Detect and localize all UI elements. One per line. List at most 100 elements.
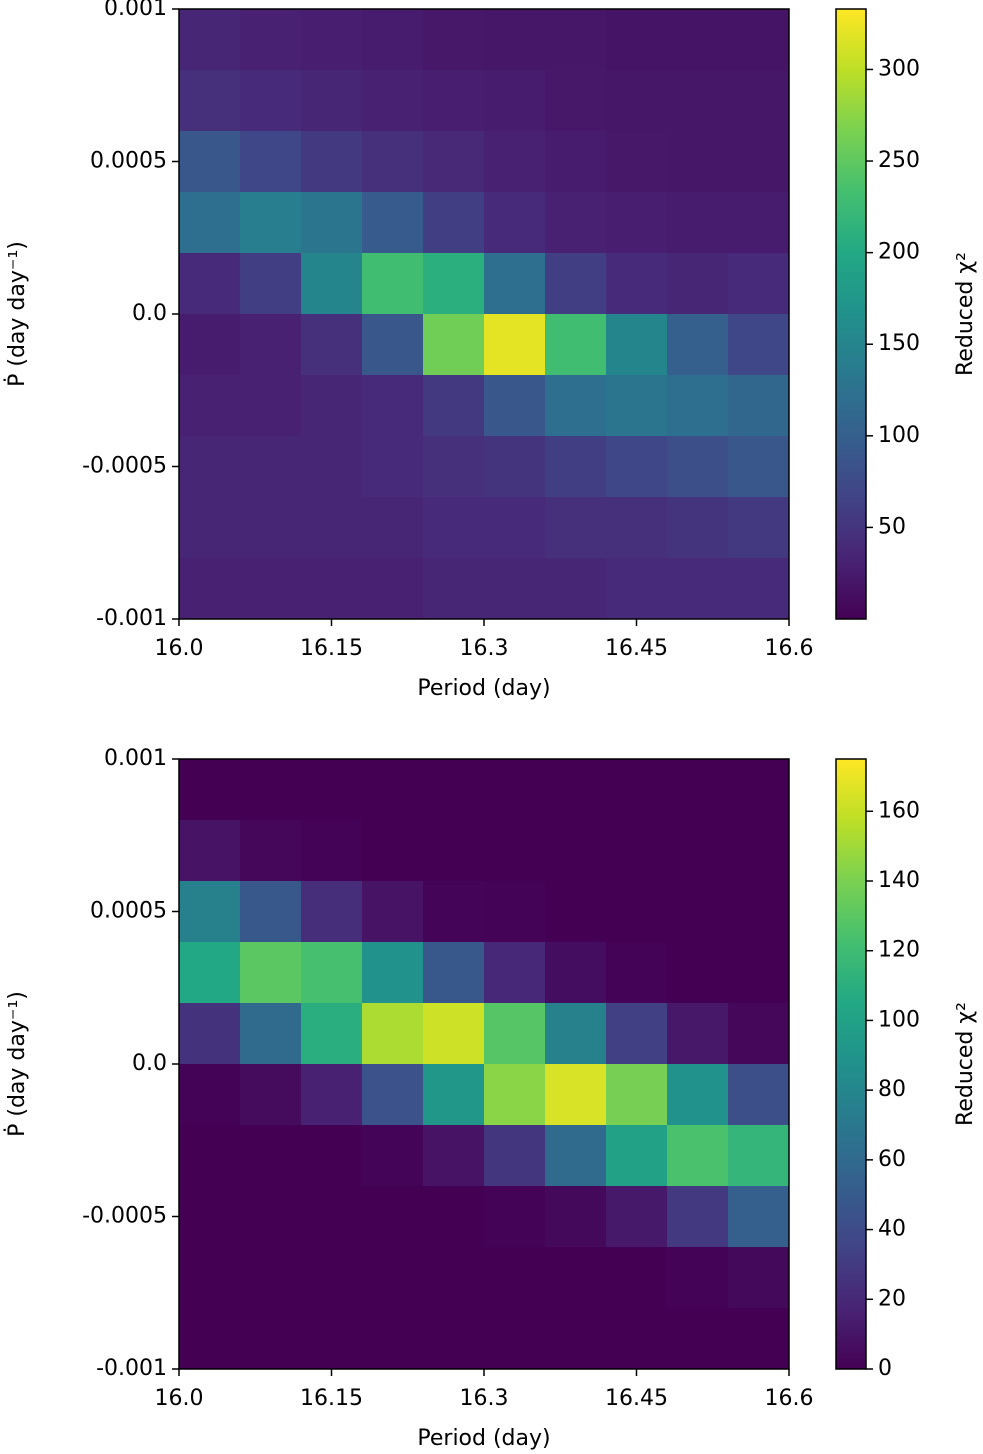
colorbar-tick-label: 0 [878,1356,892,1381]
heatmap-cell [301,253,363,315]
heatmap-cell [240,375,302,437]
heatmap-cell [484,497,546,559]
x-tick-label: 16.0 [155,1386,204,1411]
heatmap-cell [728,314,790,376]
heatmap-cell [545,9,607,71]
heatmap-cell [667,9,729,71]
heatmap-cell [362,820,424,882]
heatmap-cell [423,1247,485,1309]
heatmap-cell [423,1064,485,1126]
heatmap-cell [179,1064,241,1126]
x-tick-label: 16.15 [300,636,363,661]
heatmap-cell [240,1125,302,1187]
heatmap-cell [240,1064,302,1126]
heatmap-cell [484,1064,546,1126]
heatmap-cell [667,497,729,559]
y-tick-label: -0.0005 [82,454,167,479]
heatmap-cell [545,314,607,376]
y-axis-label: Ṗ (day day⁻¹) [4,241,30,387]
heatmap-cell [423,558,485,620]
heatmap-cell [545,1003,607,1065]
heatmap-cell [484,192,546,254]
heatmap-cell [545,942,607,1004]
heatmap-cell [484,1247,546,1309]
colorbar-tick-label: 50 [878,514,906,539]
heatmap-cell [362,942,424,1004]
heatmap-cell [728,1186,790,1248]
heatmap-cell [362,314,424,376]
heatmap-cell [545,436,607,498]
heatmap-cell [667,1003,729,1065]
heatmap-cell [240,1186,302,1248]
heatmap-cell [667,1125,729,1187]
heatmap-cell [362,131,424,193]
heatmap-cell [179,70,241,132]
heatmap-cell [728,375,790,437]
x-tick-label: 16.3 [460,1386,509,1411]
heatmap-cell [179,881,241,943]
heatmap-cell [240,942,302,1004]
heatmap-cell [423,759,485,821]
heatmap-cell [240,497,302,559]
heatmap-cell [484,9,546,71]
heatmap-cell [667,375,729,437]
heatmap-cell [545,1247,607,1309]
heatmap-cell [606,1186,668,1248]
heatmap-cell [728,881,790,943]
heatmap-cell [484,942,546,1004]
heatmap-cell [301,1308,363,1370]
heatmap-cell [423,881,485,943]
colorbar-tick-label: 300 [878,56,920,81]
x-tick-label: 16.6 [765,1386,814,1411]
heatmap-cell [179,942,241,1004]
x-tick-label: 16.0 [155,636,204,661]
heatmap-cell [667,70,729,132]
heatmap-cell [301,1064,363,1126]
heatmap-cell [484,70,546,132]
heatmap-cell [423,9,485,71]
y-axis-label: Ṗ (day day⁻¹) [4,991,30,1137]
heatmap-cell [301,1125,363,1187]
heatmap-cell [484,820,546,882]
heatmap-cell [728,131,790,193]
colorbar-tick-label: 140 [878,868,920,893]
heatmap-cell [423,192,485,254]
heatmap-cell [667,558,729,620]
heatmap-cell [606,131,668,193]
heatmap-cell [179,131,241,193]
heatmap-cell [484,375,546,437]
heatmap-cell [606,820,668,882]
heatmap-cell [179,375,241,437]
heatmap-cell [423,131,485,193]
y-tick-label: -0.0005 [82,1204,167,1229]
heatmap-cell [545,70,607,132]
heatmap-cell [179,1247,241,1309]
heatmap-cell [667,436,729,498]
heatmap-cell [484,253,546,315]
heatmap-cell [362,436,424,498]
heatmap-cell [240,759,302,821]
heatmap-cell [667,820,729,882]
heatmap-cell [606,1064,668,1126]
heatmap-cell [484,1186,546,1248]
heatmap-cell [545,192,607,254]
heatmap-cell [301,192,363,254]
heatmap-cell [179,759,241,821]
colorbar-tick-label: 200 [878,240,920,265]
colorbar-tick-label: 120 [878,938,920,963]
heatmap-cell [240,1247,302,1309]
heatmap-cell [545,820,607,882]
heatmap-cell [240,436,302,498]
heatmap-cell [362,1125,424,1187]
heatmap-cell [362,1247,424,1309]
colorbar-tick-label: 80 [878,1077,906,1102]
heatmap-cell [484,558,546,620]
heatmap-cell [179,1308,241,1370]
heatmap-cell [728,436,790,498]
heatmap-cell [423,253,485,315]
heatmap-cell [423,314,485,376]
heatmap-cell [728,1003,790,1065]
colorbar [835,8,867,620]
heatmap-cell [728,1064,790,1126]
colorbar-tick-label: 60 [878,1147,906,1172]
